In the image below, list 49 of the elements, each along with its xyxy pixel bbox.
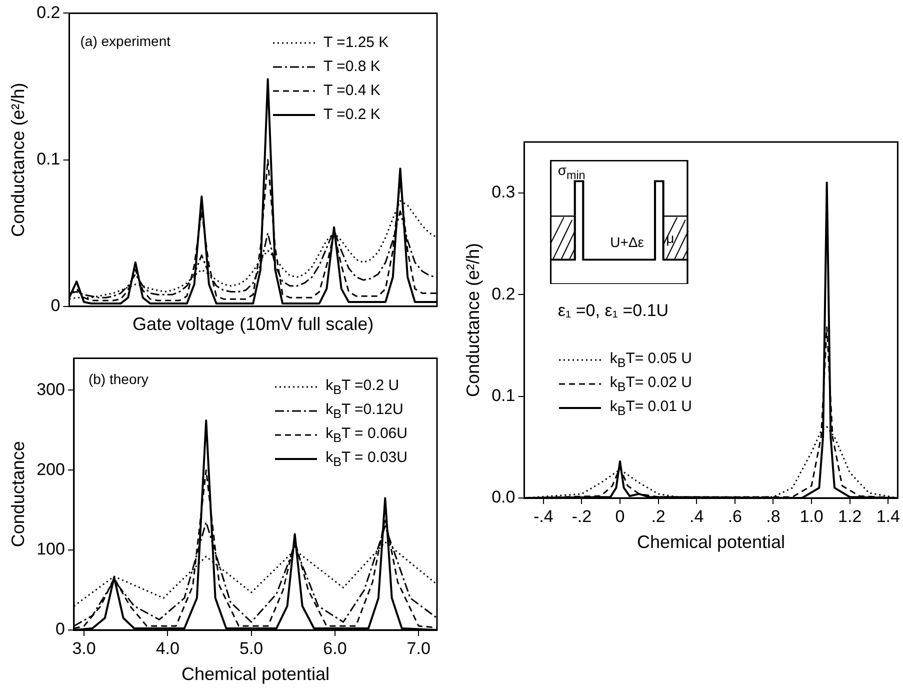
legend-label: T =1.25 K xyxy=(324,34,389,52)
x-tick-label: .4 xyxy=(690,506,704,526)
y-tick-label: 0 xyxy=(50,296,60,316)
annotation: (b) theory xyxy=(88,370,148,388)
y-tick-label: 0.1 xyxy=(36,149,60,168)
x-axis-title: Gate voltage (10mV full scale) xyxy=(132,314,374,334)
annotation: μ xyxy=(666,230,674,246)
legend-label: k$_{B}$T = 0.06U xyxy=(326,424,408,444)
y-axis-title: Conductance (e²/h) xyxy=(462,242,483,398)
x-tick-label: .6 xyxy=(728,506,742,526)
x-tick-label: -.4 xyxy=(533,506,554,526)
legend-label: k$_{B}$T= 0.01 U xyxy=(610,398,692,418)
x-tick-label: 0 xyxy=(615,506,625,526)
annotation: (a) experiment xyxy=(80,32,171,50)
x-tick-label: 1.2 xyxy=(838,506,862,526)
legend-label: k$_{B}$T =0.2 U xyxy=(326,376,400,396)
y-tick-label: 100 xyxy=(36,540,65,559)
y-axis-title: Conductance xyxy=(8,441,28,548)
x-axis-title: Chemical potential xyxy=(636,532,786,552)
legend-label: k$_{B}$T = 0.03U xyxy=(326,448,408,468)
legend-label: k$_{B}$T =0.12U xyxy=(326,400,404,420)
x-tick-label: 6.0 xyxy=(323,638,347,658)
y-tick-label: 200 xyxy=(36,460,65,479)
y-axis-title: Conductance (e²/h) xyxy=(8,82,28,237)
x-tick-label: 1.4 xyxy=(876,506,900,526)
x-tick-label: .8 xyxy=(766,506,780,526)
legend-label: T =0.2 K xyxy=(324,106,380,124)
y-tick-label: 0.2 xyxy=(492,284,516,304)
x-axis-title: Chemical potential xyxy=(181,664,330,684)
annotation: ε₁ =0, ε₁ =0.1U xyxy=(558,301,669,321)
legend-label: k$_{B}$T= 0.02 U xyxy=(610,374,692,394)
y-tick-label: 0 xyxy=(55,620,65,639)
legend-label: T =0.8 K xyxy=(324,58,380,76)
y-tick-label: 0.3 xyxy=(492,182,516,202)
x-tick-label: 7.0 xyxy=(406,638,430,658)
y-tick-label: 0.1 xyxy=(492,386,516,405)
annotation: U+Δε xyxy=(610,234,644,250)
x-tick-label: 3.0 xyxy=(72,638,96,658)
x-tick-label: 5.0 xyxy=(239,638,264,658)
y-tick-label: 0.0 xyxy=(492,488,516,507)
x-tick-label: 1.0 xyxy=(800,506,824,526)
y-tick-label: 300 xyxy=(36,380,65,399)
legend-label: k$_{B}$T= 0.05 U xyxy=(610,350,692,370)
annotation: σ$_{min}$ xyxy=(558,162,586,183)
legend-label: T =0.4 K xyxy=(324,82,380,100)
y-tick-label: 0.2 xyxy=(36,2,60,22)
x-tick-label: -.2 xyxy=(572,506,592,526)
x-tick-label: .2 xyxy=(651,506,666,526)
x-tick-label: 4.0 xyxy=(156,638,180,658)
